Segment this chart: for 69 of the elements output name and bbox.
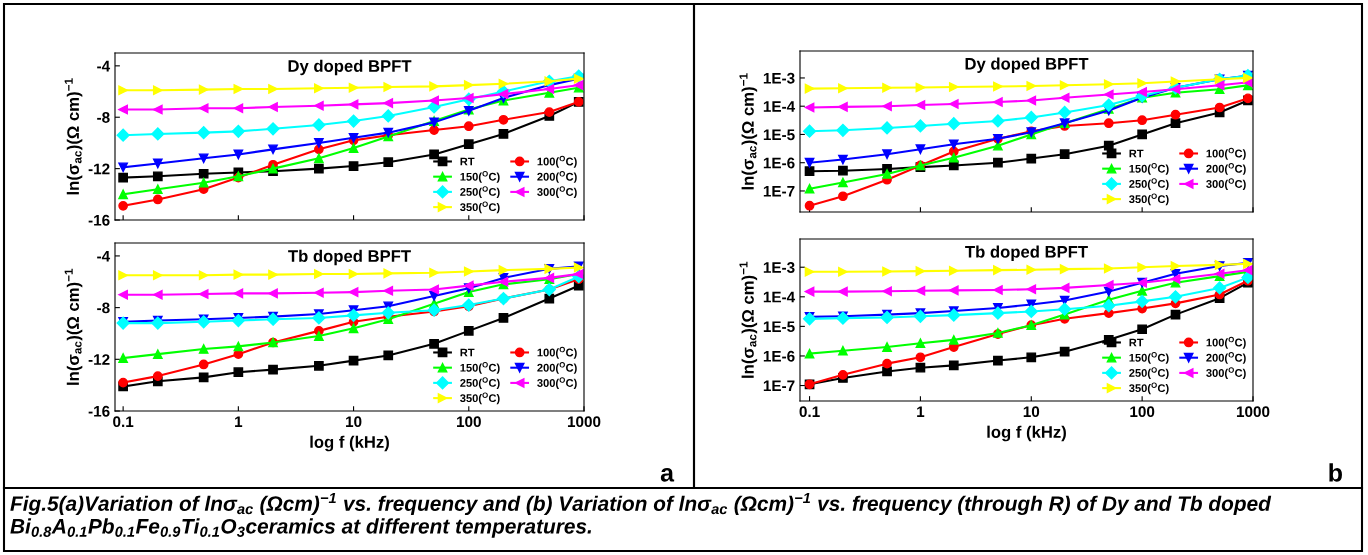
legend-label: 300($^{O}$C) bbox=[537, 186, 577, 199]
y-tick-label: 1E-6 bbox=[763, 157, 795, 169]
x-tick-label: 1000 bbox=[567, 416, 601, 428]
y-tick-label: -4 bbox=[97, 250, 111, 262]
y-tick-label: 1E-3 bbox=[763, 72, 795, 84]
legend-label: 350($^{O}$C) bbox=[1129, 382, 1169, 395]
x-tick-label: 0.1 bbox=[799, 406, 820, 418]
x-tick-label: 10 bbox=[1023, 406, 1040, 418]
x-tick-label: 100 bbox=[457, 416, 481, 428]
legend-label: RT bbox=[460, 157, 475, 166]
x-tick-label: 100 bbox=[1130, 406, 1155, 418]
legend-label: 100($^{O}$C) bbox=[1206, 147, 1246, 160]
legend-label: 100($^{O}$C) bbox=[537, 346, 577, 359]
legend-label: 200($^{O}$C) bbox=[537, 171, 577, 183]
y-tick-label: 1E-7 bbox=[763, 380, 795, 392]
y-axis-title: ln(σ$_{ac}$)(Ω cm)$^{−1}$ bbox=[739, 73, 758, 190]
legend-label: RT bbox=[1129, 149, 1144, 158]
y-tick-label: 1E-4 bbox=[763, 291, 796, 303]
x-tick-label: 10 bbox=[346, 416, 362, 428]
chart-title: Dy doped BPFT bbox=[965, 57, 1089, 73]
y-tick-label: 1E-6 bbox=[763, 350, 795, 362]
chart-title: Tb doped BPFT bbox=[965, 245, 1088, 262]
legend-label: 150($^{O}$C) bbox=[460, 171, 500, 183]
y-tick-label: -4 bbox=[97, 60, 111, 72]
legend-label: 200($^{O}$C) bbox=[1206, 352, 1246, 364]
x-axis-title: log f (kHz) bbox=[987, 425, 1066, 442]
legend-label: RT bbox=[1129, 338, 1144, 347]
chart-title: Dy doped BPFT bbox=[288, 59, 412, 76]
legend-label: RT bbox=[460, 348, 475, 357]
y-tick-label: -16 bbox=[88, 405, 110, 417]
y-tick-label: 1E-3 bbox=[763, 262, 795, 273]
text: a bbox=[660, 468, 675, 482]
legend-label: 150($^{O}$C) bbox=[1129, 352, 1169, 364]
legend-label: 150($^{O}$C) bbox=[1129, 163, 1169, 175]
legend-label: 250($^{O}$C) bbox=[1129, 178, 1169, 191]
y-axis-title: ln(σ$_{ac}$)(Ω cm)$^{−1}$ bbox=[64, 268, 83, 385]
legend-label: 300($^{O}$C) bbox=[1206, 178, 1246, 191]
legend-label: 100($^{O}$C) bbox=[537, 155, 577, 168]
y-tick-label: 1E-5 bbox=[763, 129, 795, 141]
legend-label: 150($^{O}$C) bbox=[460, 362, 500, 374]
y-axis-title: ln(σ$_{ac}$)(Ω cm)$^{−1}$ bbox=[64, 78, 83, 195]
x-tick-label: 0.1 bbox=[113, 416, 134, 428]
x-tick-label: 1 bbox=[917, 406, 925, 417]
y-tick-label: 1E-7 bbox=[763, 185, 795, 197]
x-tick-label: 1000 bbox=[1236, 406, 1270, 418]
legend-label: 250($^{O}$C) bbox=[1129, 367, 1169, 380]
text: b bbox=[1329, 463, 1342, 482]
legend-label: 300($^{O}$C) bbox=[537, 377, 577, 390]
y-axis-title: ln(σ$_{ac}$)(Ω cm)$^{−1}$ bbox=[739, 261, 758, 378]
legend-label: 350($^{O}$C) bbox=[460, 201, 500, 214]
legend-label: 100($^{O}$C) bbox=[1206, 336, 1246, 349]
legend-label: 300($^{O}$C) bbox=[1206, 367, 1246, 380]
legend-label: 200($^{O}$C) bbox=[1206, 163, 1246, 175]
legend-label: 350($^{O}$C) bbox=[1129, 193, 1169, 206]
legend-label: 350($^{O}$C) bbox=[460, 392, 500, 405]
legend-label: 250($^{O}$C) bbox=[460, 186, 500, 199]
text: Fig.5(a)Variation of lnσ$_{ac}$ (Ωcm)$^{−1}$ vs. frequency and (b) Variation of lnσ$_{ac}$ (Ωcm)$^{−1}$ vs. frequency (through R) of Dy and Tb doped Bi$_{0.8}$A$_{0.1}$Pb$_{0.1}$Fe$_{0.9}$Ti$_{0.1}$O$_{3}$ceramics at different temperatures. bbox=[10, 493, 1272, 538]
y-tick-label: -12 bbox=[88, 354, 110, 365]
x-tick-label: 1 bbox=[235, 416, 243, 427]
y-tick-label: -12 bbox=[88, 163, 110, 175]
y-tick-label: 1E-4 bbox=[763, 101, 796, 112]
legend-label: 250($^{O}$C) bbox=[460, 377, 500, 390]
y-tick-label: -8 bbox=[97, 112, 110, 123]
x-axis-title: log f (kHz) bbox=[310, 435, 389, 452]
y-tick-label: 1E-5 bbox=[763, 321, 795, 333]
y-tick-label: -8 bbox=[97, 302, 110, 314]
chart-title: Tb doped BPFT bbox=[288, 249, 411, 266]
legend-label: 200($^{O}$C) bbox=[537, 362, 577, 374]
y-tick-label: -16 bbox=[88, 214, 110, 226]
